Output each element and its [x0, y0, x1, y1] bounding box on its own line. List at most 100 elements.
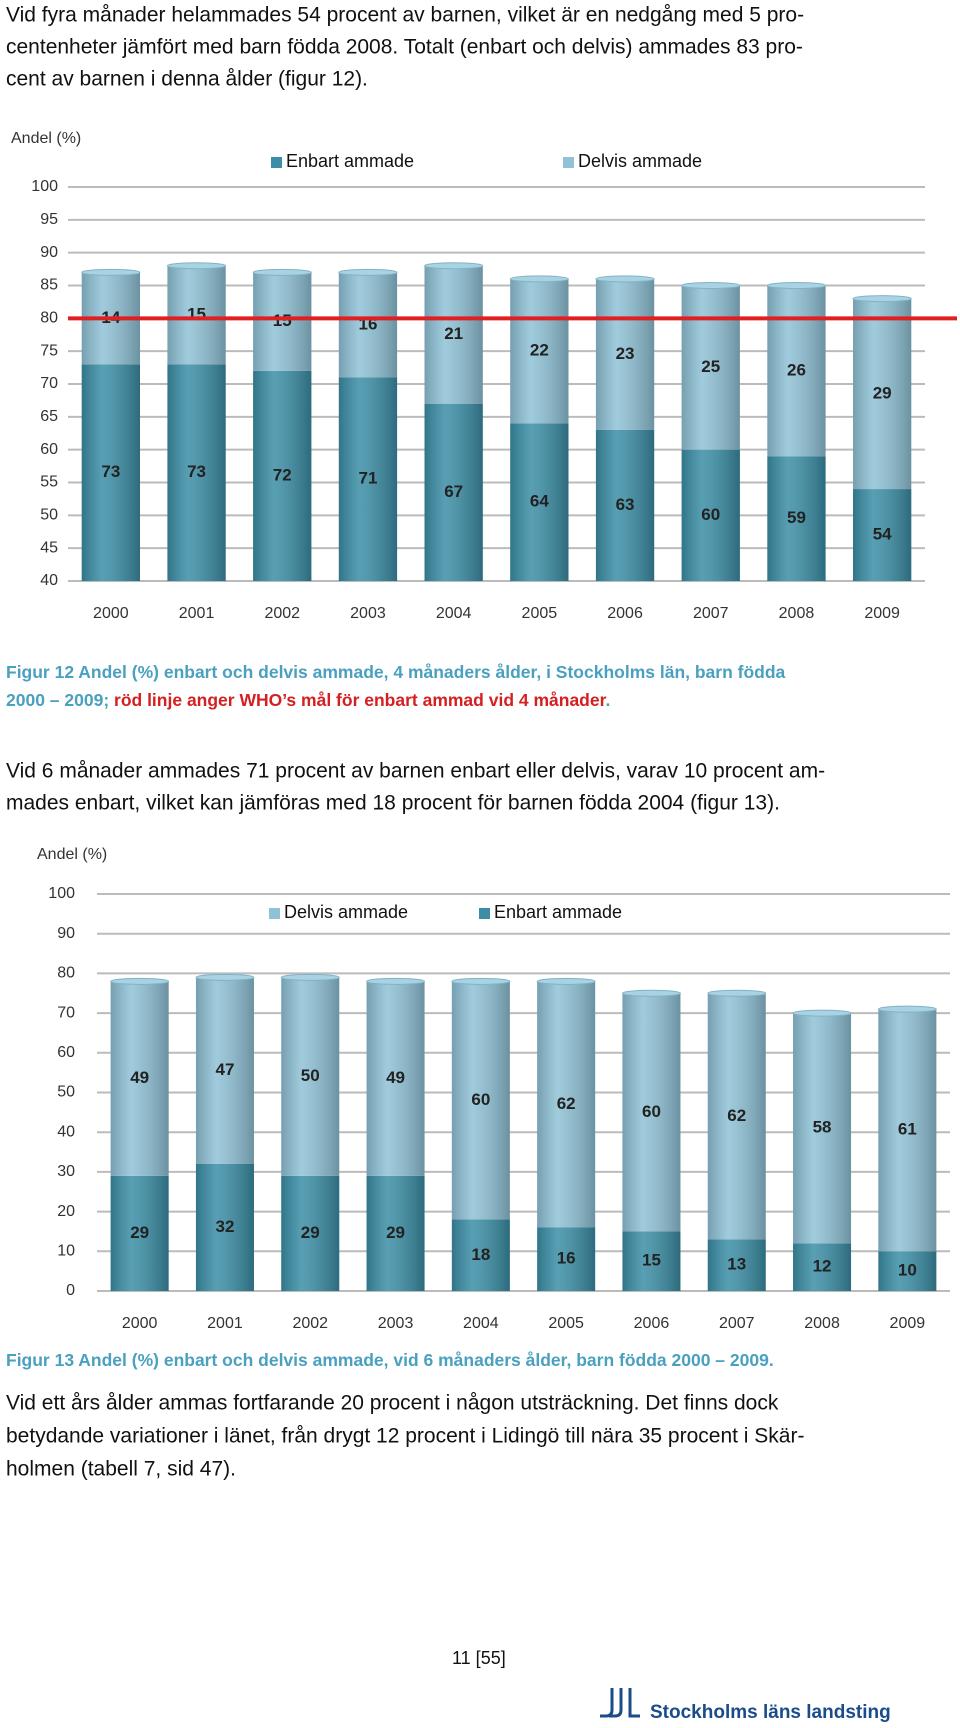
- x-tick-label: 2004: [463, 1315, 499, 1332]
- data-label: 15: [642, 1251, 661, 1270]
- data-label: 64: [530, 492, 549, 511]
- bar-shading: [338, 272, 398, 378]
- data-label: 29: [873, 383, 892, 402]
- data-label: 22: [530, 341, 549, 360]
- y-tick-label: 50: [57, 1084, 75, 1101]
- data-label: 32: [215, 1217, 234, 1236]
- bar-top: [280, 973, 340, 981]
- y-tick-label: 90: [40, 244, 58, 261]
- x-tick-label: 2005: [548, 1315, 584, 1332]
- y-tick-label: 40: [57, 1123, 75, 1140]
- data-label: 62: [557, 1094, 576, 1113]
- y-axis-label: Andel (%): [37, 846, 107, 863]
- x-tick-label: 2009: [864, 605, 900, 622]
- data-label: 47: [215, 1060, 234, 1079]
- y-tick-label: 30: [57, 1163, 75, 1180]
- bar-shading: [681, 285, 740, 450]
- bar-shading: [281, 1175, 340, 1291]
- bar-top: [81, 268, 141, 276]
- bar-shading: [622, 993, 681, 1232]
- x-tick-label: 2007: [719, 1315, 755, 1332]
- data-label: 16: [557, 1249, 576, 1268]
- y-tick-label: 40: [40, 572, 58, 589]
- bar-shading: [853, 489, 912, 581]
- caption-text: Figur 13 Andel (%) enbart och delvis amm…: [6, 1350, 774, 1370]
- caption-text: Figur 12 Andel (%) enbart och delvis amm…: [6, 662, 786, 682]
- paragraph-line: centenheter jämfört med barn födda 2008.…: [6, 36, 803, 59]
- data-label: 29: [386, 1223, 405, 1242]
- legend-swatch: [269, 908, 280, 919]
- bar-shading: [451, 981, 510, 1220]
- bar-top: [536, 977, 596, 985]
- caption-line: Figur 12 Andel (%) enbart och delvis amm…: [6, 662, 786, 682]
- bar-shading: [281, 977, 340, 1176]
- paragraph-line: Vid fyra månader helammades 54 procent a…: [6, 4, 804, 27]
- data-label: 60: [642, 1102, 661, 1121]
- x-tick-label: 2000: [93, 605, 129, 622]
- data-label: 12: [813, 1257, 832, 1276]
- y-tick-label: 65: [40, 408, 58, 425]
- bar-shading: [707, 993, 766, 1240]
- data-label: 10: [898, 1261, 917, 1280]
- x-tick-label: 2004: [436, 605, 472, 622]
- bar-shading: [110, 1175, 169, 1291]
- bar-shading: [510, 423, 569, 581]
- data-label: 13: [727, 1255, 746, 1274]
- bar-shading: [767, 456, 826, 581]
- x-tick-label: 2008: [779, 605, 815, 622]
- bar-shading: [681, 449, 740, 581]
- bar-top: [424, 262, 484, 270]
- y-tick-label: 80: [40, 310, 58, 327]
- legend-label: Enbart ammade: [494, 902, 622, 922]
- paragraph-line: Vid 6 månader ammades 71 procent av barn…: [6, 760, 825, 783]
- data-label: 71: [358, 469, 377, 488]
- bar-shading: [510, 278, 569, 424]
- y-tick-label: 60: [40, 441, 58, 458]
- y-tick-label: 90: [57, 925, 75, 942]
- bar-top: [338, 268, 398, 276]
- bar-shading: [167, 265, 226, 365]
- y-tick-label: 45: [40, 539, 58, 556]
- y-tick-label: 20: [57, 1203, 75, 1220]
- data-label: 29: [130, 1223, 149, 1242]
- bar-top: [166, 262, 227, 270]
- data-label: 23: [616, 344, 635, 363]
- data-label: 21: [444, 324, 463, 343]
- x-tick-label: 2006: [634, 1315, 670, 1332]
- data-label: 25: [701, 357, 720, 376]
- legend-label: Delvis ammade: [578, 151, 702, 171]
- data-label: 72: [273, 465, 292, 484]
- y-tick-label: 75: [40, 342, 58, 359]
- legend-swatch: [479, 908, 490, 919]
- data-label: 49: [130, 1068, 149, 1087]
- x-tick-label: 2000: [122, 1315, 158, 1332]
- legend-label: Enbart ammade: [286, 151, 414, 171]
- data-label: 60: [471, 1090, 490, 1109]
- data-label: 26: [787, 360, 806, 379]
- data-label: 18: [471, 1245, 490, 1264]
- y-tick-label: 55: [40, 474, 58, 491]
- data-label: 50: [301, 1066, 320, 1085]
- y-tick-label: 85: [40, 277, 58, 294]
- bar-top: [595, 275, 655, 283]
- y-tick-label: 60: [57, 1044, 75, 1061]
- data-label: 62: [727, 1106, 746, 1125]
- data-label: 67: [444, 482, 463, 501]
- paragraph-line: mades enbart, vilket kan jämföras med 18…: [6, 792, 780, 815]
- y-tick-label: 70: [57, 1004, 75, 1021]
- bar-shading: [767, 285, 826, 457]
- bar-shading: [253, 272, 312, 371]
- bar-shading: [793, 1013, 852, 1244]
- bar-shading: [622, 1231, 681, 1291]
- bar-shading: [451, 1219, 510, 1291]
- data-label: 15: [273, 311, 292, 330]
- data-label: 59: [787, 508, 806, 527]
- y-axis-label: Andel (%): [11, 130, 81, 147]
- x-tick-label: 2003: [350, 605, 386, 622]
- bar-shading: [878, 1009, 937, 1252]
- bar-shading: [595, 429, 655, 581]
- caption-line: Figur 13 Andel (%) enbart och delvis amm…: [6, 1350, 774, 1370]
- bar-top: [366, 977, 426, 985]
- caption-line: 2000 – 2009; röd linje anger WHO’s mål f…: [6, 690, 610, 710]
- bar-shading: [366, 981, 425, 1176]
